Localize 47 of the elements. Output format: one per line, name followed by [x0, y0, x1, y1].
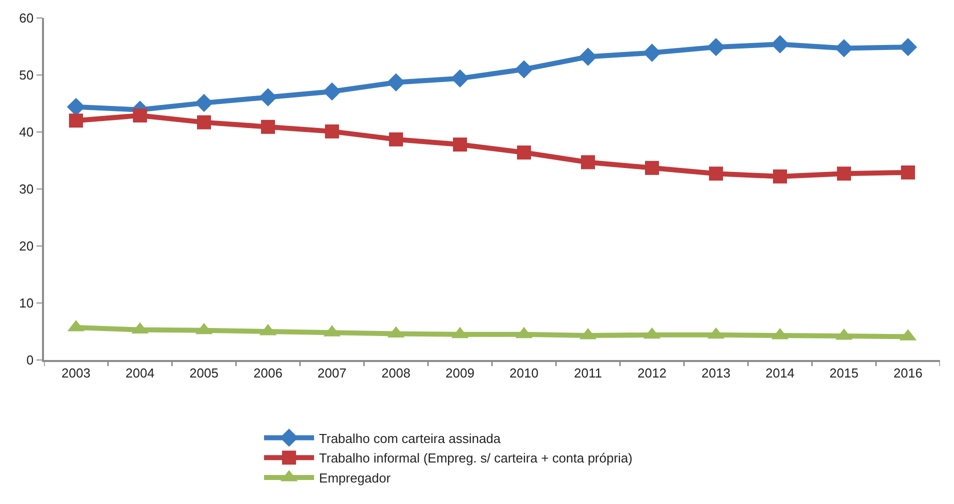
- point: [197, 115, 211, 130]
- point: [194, 94, 214, 112]
- point: [517, 146, 531, 160]
- point: [325, 124, 339, 138]
- y-tick-label: 10: [19, 296, 34, 311]
- y-tick-label: 0: [26, 352, 34, 368]
- point: [258, 88, 278, 106]
- point: [709, 166, 723, 181]
- point: [706, 38, 726, 56]
- y-tick-label: 60: [19, 10, 34, 26]
- legend-label: Trabalho com carteira assinada: [319, 430, 502, 446]
- legend-label: Trabalho informal (Empreg. s/ carteira + conta própria): [319, 450, 633, 466]
- point: [837, 166, 851, 181]
- x-tick-label: 2011: [574, 365, 602, 380]
- point: [578, 48, 598, 66]
- x-tick-label: 2015: [830, 365, 858, 380]
- point: [133, 108, 147, 122]
- point: [389, 132, 403, 146]
- x-tick-label: 2003: [62, 365, 90, 380]
- y-tick-label: 20: [19, 238, 34, 254]
- point: [581, 155, 595, 170]
- point: [514, 60, 534, 78]
- x-tick-label: 2012: [638, 365, 666, 380]
- point: [642, 44, 662, 62]
- point: [773, 169, 787, 184]
- point: [453, 138, 467, 152]
- point: [69, 114, 83, 128]
- point: [901, 165, 915, 180]
- x-tick-label: 2009: [446, 365, 474, 380]
- point: [645, 160, 659, 175]
- x-tick-label: 2006: [254, 365, 282, 380]
- y-tick-label: 40: [19, 124, 34, 140]
- x-tick-label: 2014: [766, 365, 794, 380]
- legend-label: Empregador: [319, 470, 392, 486]
- y-tick-label: 30: [19, 182, 34, 197]
- y-tick-label: 50: [19, 68, 34, 83]
- x-tick-label: 2010: [510, 365, 538, 380]
- point: [261, 120, 275, 134]
- x-tick-label: 2016: [894, 365, 922, 380]
- x-tick-label: 2004: [126, 365, 154, 380]
- point: [386, 73, 406, 92]
- x-tick-label: 2008: [382, 365, 410, 380]
- point: [450, 69, 470, 88]
- point: [322, 82, 342, 101]
- x-tick-label: 2005: [190, 365, 218, 380]
- x-tick-label: 2007: [318, 365, 346, 380]
- x-tick-label: 2013: [702, 365, 730, 380]
